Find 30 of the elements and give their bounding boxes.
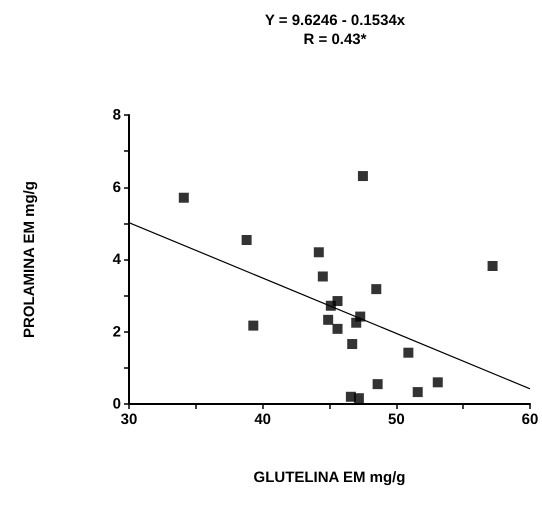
point [403, 348, 414, 358]
x-tick-label: 60 [522, 411, 538, 428]
point [488, 261, 498, 272]
chart-title: Y = 9.6246 - 0.1534x [264, 12, 406, 29]
point [354, 393, 364, 404]
point [372, 379, 383, 390]
point [432, 377, 443, 388]
point [314, 247, 324, 258]
y-tick-label: 2 [112, 323, 121, 340]
y-tick-label: 4 [112, 251, 122, 268]
point [323, 314, 334, 325]
chart-subtitle: R = 0.43* [304, 31, 367, 48]
point [371, 284, 382, 294]
x-axis-title: GLUTELINA EM mg/g [254, 469, 406, 486]
point [351, 318, 362, 328]
point [242, 234, 252, 245]
y-axis-title: PROLAMINA EM mg/g [21, 181, 38, 338]
point [412, 387, 423, 398]
x-tick-label: 40 [254, 411, 272, 428]
point [178, 192, 189, 203]
point [332, 324, 343, 334]
point [318, 271, 328, 282]
y-tick-label: 8 [112, 106, 121, 124]
y-tick-label: 0 [112, 396, 121, 412]
y-tick-label: 6 [112, 178, 121, 196]
point [347, 339, 358, 350]
x-tick-label: 30 [120, 411, 138, 428]
point [358, 171, 368, 182]
x-tick-label: 50 [388, 411, 405, 428]
point [248, 320, 258, 331]
